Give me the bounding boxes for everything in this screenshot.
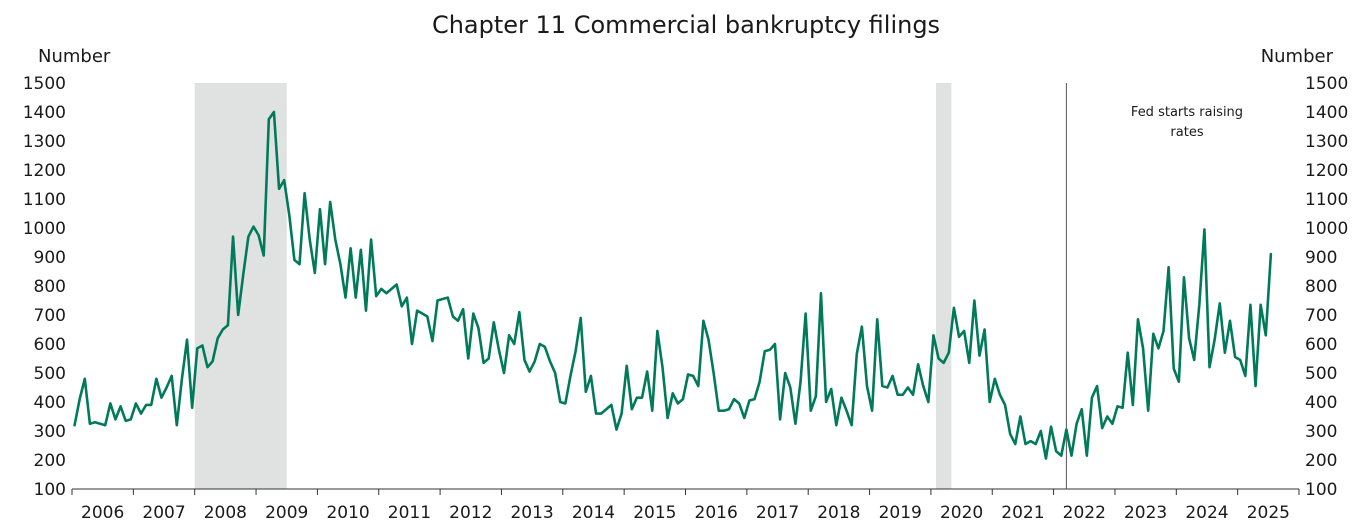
y-tick-left-1500: 1500 xyxy=(23,74,66,94)
x-tick-2017: 2017 xyxy=(756,503,799,523)
y-tick-left-700: 700 xyxy=(34,306,66,326)
y-tick-left-200: 200 xyxy=(34,451,66,471)
x-tick-2014: 2014 xyxy=(572,503,615,523)
y-tick-right-1100: 1100 xyxy=(1305,190,1348,210)
y-tick-left-1100: 1100 xyxy=(23,190,66,210)
y-axis-left: 100 200 300 400 500 600 700 800 900 1000 1100 1200 1… xyxy=(23,74,66,500)
x-tick-2021: 2021 xyxy=(1001,503,1044,523)
y-tick-right-1500: 1500 xyxy=(1305,74,1348,94)
x-tick-2018: 2018 xyxy=(817,503,860,523)
y-tick-right-1300: 1300 xyxy=(1305,132,1348,152)
y-tick-right-700: 700 xyxy=(1305,306,1337,326)
recession-band-2 xyxy=(936,83,952,489)
y-tick-left-1200: 1200 xyxy=(23,161,66,181)
x-tick-2025: 2025 xyxy=(1247,503,1290,523)
y-tick-right-1000: 1000 xyxy=(1305,219,1348,239)
x-tick-2016: 2016 xyxy=(695,503,738,523)
y-tick-right-800: 800 xyxy=(1305,277,1337,297)
series-lines xyxy=(73,110,1273,460)
event-markers: Fed starts raising rates xyxy=(1065,83,1243,489)
y-tick-left-1400: 1400 xyxy=(23,103,66,123)
y-tick-left-600: 600 xyxy=(34,335,66,355)
x-tick-2007: 2007 xyxy=(142,503,185,523)
y-tick-right-400: 400 xyxy=(1305,393,1337,413)
x-tick-2024: 2024 xyxy=(1185,503,1228,523)
y-tick-right-100: 100 xyxy=(1305,480,1337,500)
chart-title: Chapter 11 Commercial bankruptcy filings xyxy=(432,11,940,39)
y-tick-right-600: 600 xyxy=(1305,335,1337,355)
x-tick-2023: 2023 xyxy=(1124,503,1167,523)
y-tick-right-200: 200 xyxy=(1305,451,1337,471)
recession-shading xyxy=(194,83,952,489)
x-tick-2019: 2019 xyxy=(879,503,922,523)
y-tick-left-1000: 1000 xyxy=(23,219,66,239)
y-tick-right-900: 900 xyxy=(1305,248,1337,268)
x-tick-2009: 2009 xyxy=(265,503,308,523)
y-tick-left-800: 800 xyxy=(34,277,66,297)
x-tick-2022: 2022 xyxy=(1063,503,1106,523)
y-axis-label-left: Number xyxy=(38,46,111,67)
y-tick-right-1200: 1200 xyxy=(1305,161,1348,181)
y-tick-left-300: 300 xyxy=(34,422,66,442)
x-tick-2008: 2008 xyxy=(204,503,247,523)
series-line-1 xyxy=(73,110,1273,460)
y-axis-label-right: Number xyxy=(1261,46,1334,67)
y-tick-left-400: 400 xyxy=(34,393,66,413)
x-tick-2011: 2011 xyxy=(388,503,431,523)
x-tick-2020: 2020 xyxy=(940,503,983,523)
y-tick-right-1400: 1400 xyxy=(1305,103,1348,123)
y-tick-right-300: 300 xyxy=(1305,422,1337,442)
y-tick-left-500: 500 xyxy=(34,364,66,384)
x-tick-2013: 2013 xyxy=(510,503,553,523)
event-label-1-line-2: rates xyxy=(1170,125,1203,140)
y-tick-right-500: 500 xyxy=(1305,364,1337,384)
x-tick-2015: 2015 xyxy=(633,503,676,523)
x-axis: 2006 2007 2008 2009 2010 2011 2012 2013 2014 2015… xyxy=(71,488,1300,523)
x-tick-2012: 2012 xyxy=(449,503,492,523)
event-label-1-line-1: Fed starts raising xyxy=(1131,105,1243,120)
x-tick-2006: 2006 xyxy=(81,503,124,523)
y-axis-right: 100 200 300 400 500 600 700 800 900 1000 1100 1200 1… xyxy=(1305,74,1348,500)
x-tick-2010: 2010 xyxy=(326,503,369,523)
y-tick-left-1300: 1300 xyxy=(23,132,66,152)
y-tick-left-100: 100 xyxy=(34,480,66,500)
y-tick-left-900: 900 xyxy=(34,248,66,268)
